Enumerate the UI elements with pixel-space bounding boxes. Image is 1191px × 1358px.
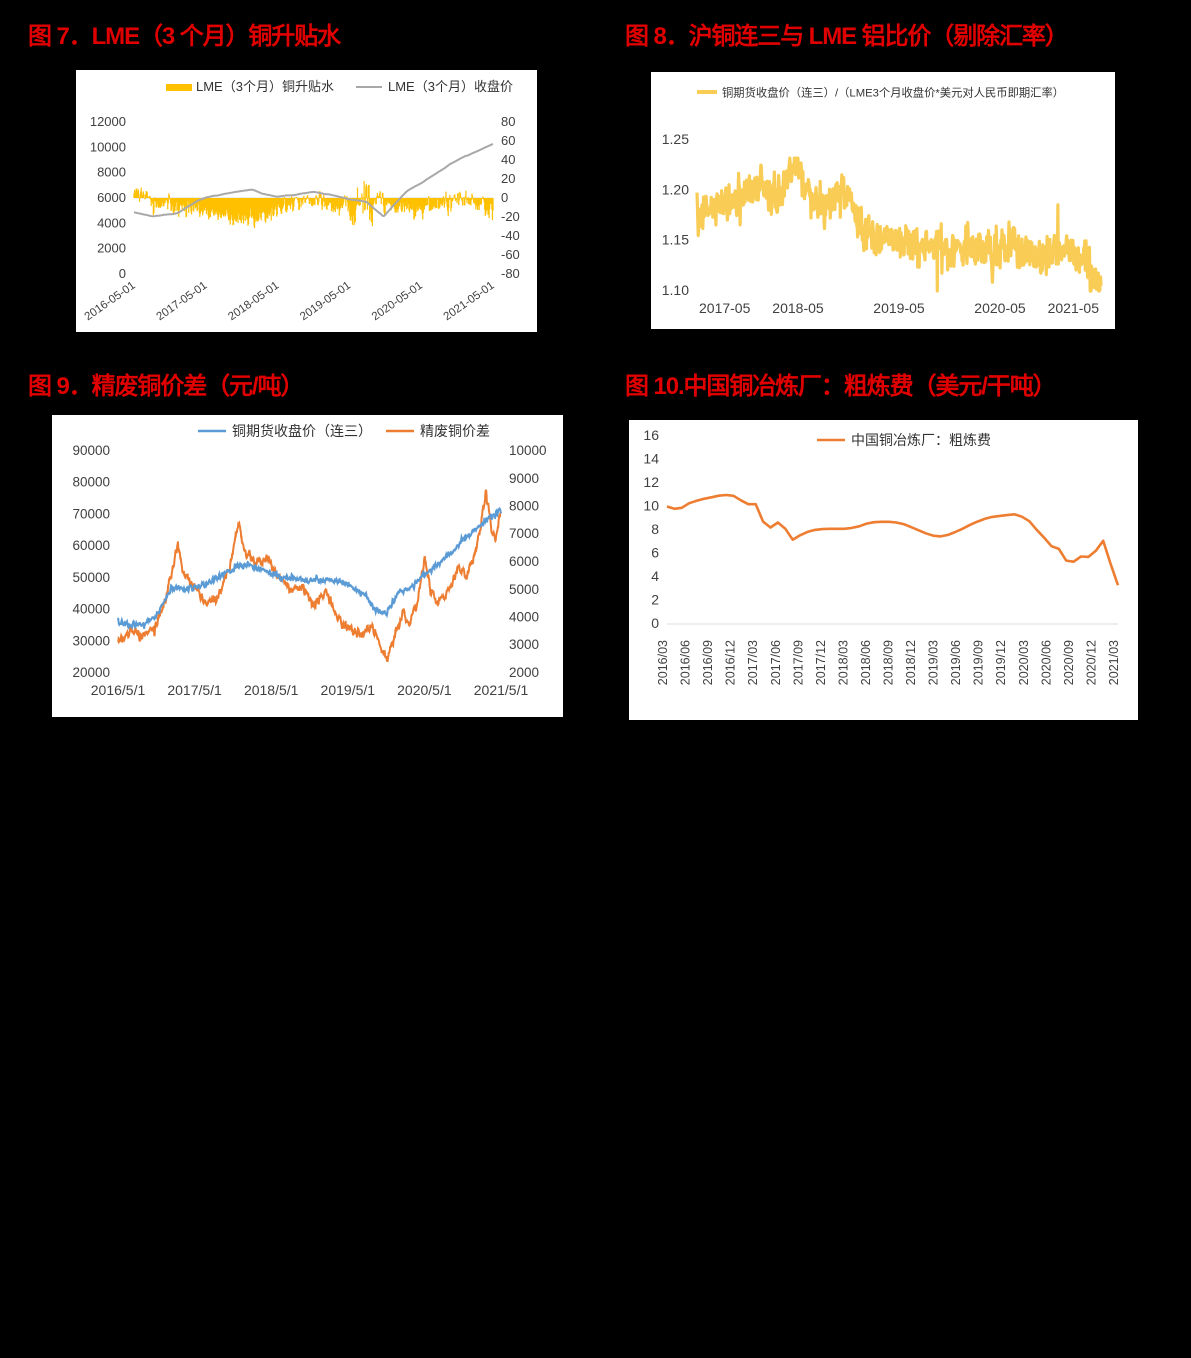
svg-text:2016/5/1: 2016/5/1 bbox=[91, 682, 146, 698]
svg-text:2020/09: 2020/09 bbox=[1062, 640, 1076, 685]
svg-text:6: 6 bbox=[651, 545, 659, 561]
svg-text:6000: 6000 bbox=[97, 190, 126, 205]
svg-text:20: 20 bbox=[501, 171, 515, 186]
svg-text:0: 0 bbox=[119, 266, 126, 281]
svg-text:2019/5/1: 2019/5/1 bbox=[321, 682, 376, 698]
svg-text:2016/06: 2016/06 bbox=[679, 640, 693, 685]
svg-text:2019/09: 2019/09 bbox=[972, 640, 986, 685]
svg-text:60: 60 bbox=[501, 133, 515, 148]
svg-text:2017-05: 2017-05 bbox=[699, 300, 751, 316]
svg-text:1.10: 1.10 bbox=[662, 282, 689, 298]
svg-text:2016/03: 2016/03 bbox=[656, 640, 670, 685]
svg-text:0: 0 bbox=[651, 615, 659, 631]
svg-text:2020-05: 2020-05 bbox=[974, 300, 1026, 316]
svg-text:8000: 8000 bbox=[509, 499, 539, 514]
svg-text:2019/03: 2019/03 bbox=[927, 640, 941, 685]
svg-text:2017-05-01: 2017-05-01 bbox=[154, 280, 209, 324]
svg-text:2020-05-01: 2020-05-01 bbox=[370, 280, 425, 324]
svg-text:12000: 12000 bbox=[90, 114, 126, 129]
svg-text:2018-05-01: 2018-05-01 bbox=[226, 280, 281, 324]
svg-text:2019/12: 2019/12 bbox=[994, 640, 1008, 685]
svg-text:2018/06: 2018/06 bbox=[859, 640, 873, 685]
svg-text:2017/09: 2017/09 bbox=[791, 640, 805, 685]
svg-text:LME（3个月）收盘价: LME（3个月）收盘价 bbox=[388, 79, 513, 94]
svg-text:16: 16 bbox=[643, 427, 659, 443]
svg-text:8: 8 bbox=[651, 521, 659, 537]
svg-text:80: 80 bbox=[501, 114, 515, 129]
svg-text:2021/5/1: 2021/5/1 bbox=[474, 682, 529, 698]
svg-text:14: 14 bbox=[643, 451, 659, 467]
svg-text:80000: 80000 bbox=[72, 475, 110, 490]
svg-text:2020/12: 2020/12 bbox=[1084, 640, 1098, 685]
svg-text:2016/09: 2016/09 bbox=[701, 640, 715, 685]
svg-text:10000: 10000 bbox=[509, 443, 547, 458]
svg-text:1.15: 1.15 bbox=[662, 232, 689, 248]
svg-text:2016/12: 2016/12 bbox=[724, 640, 738, 685]
svg-text:2021-05: 2021-05 bbox=[1048, 300, 1100, 316]
svg-text:4000: 4000 bbox=[97, 215, 126, 230]
svg-text:2017/06: 2017/06 bbox=[769, 640, 783, 685]
svg-text:10: 10 bbox=[643, 498, 659, 514]
svg-text:9000: 9000 bbox=[509, 471, 539, 486]
svg-text:12: 12 bbox=[643, 474, 659, 490]
svg-text:2018/5/1: 2018/5/1 bbox=[244, 682, 299, 698]
svg-text:2020/03: 2020/03 bbox=[1017, 640, 1031, 685]
svg-text:1.20: 1.20 bbox=[662, 181, 689, 197]
svg-text:2021-05-01: 2021-05-01 bbox=[442, 280, 497, 324]
svg-text:LME（3个月）铜升贴水: LME（3个月）铜升贴水 bbox=[196, 79, 334, 94]
svg-text:-20: -20 bbox=[501, 209, 520, 224]
svg-text:7000: 7000 bbox=[509, 526, 539, 541]
svg-text:40000: 40000 bbox=[72, 602, 110, 617]
svg-text:2000: 2000 bbox=[509, 665, 539, 680]
svg-text:40: 40 bbox=[501, 152, 515, 167]
svg-text:8000: 8000 bbox=[97, 165, 126, 180]
svg-text:2: 2 bbox=[651, 592, 659, 608]
svg-text:1.25: 1.25 bbox=[662, 131, 689, 147]
svg-text:70000: 70000 bbox=[72, 506, 110, 521]
svg-text:4000: 4000 bbox=[509, 610, 539, 625]
svg-text:2020/06: 2020/06 bbox=[1039, 640, 1053, 685]
svg-text:2017/12: 2017/12 bbox=[814, 640, 828, 685]
svg-text:2018/12: 2018/12 bbox=[904, 640, 918, 685]
svg-text:铜期货收盘价（连三）/（LME3个月收盘价*美元对人民币即期: 铜期货收盘价（连三）/（LME3个月收盘价*美元对人民币即期汇率） bbox=[722, 86, 1064, 100]
svg-text:2020/5/1: 2020/5/1 bbox=[397, 682, 452, 698]
svg-text:2019-05-01: 2019-05-01 bbox=[298, 280, 353, 324]
svg-text:-80: -80 bbox=[501, 266, 520, 281]
svg-text:20000: 20000 bbox=[72, 665, 110, 680]
svg-text:2021/03: 2021/03 bbox=[1107, 640, 1121, 685]
svg-text:50000: 50000 bbox=[72, 570, 110, 585]
svg-text:中国铜冶炼厂：粗炼费: 中国铜冶炼厂：粗炼费 bbox=[851, 432, 991, 448]
svg-text:30000: 30000 bbox=[72, 633, 110, 648]
svg-text:60000: 60000 bbox=[72, 538, 110, 553]
svg-text:2018-05: 2018-05 bbox=[772, 300, 824, 316]
svg-text:4: 4 bbox=[651, 568, 659, 584]
svg-text:2000: 2000 bbox=[97, 241, 126, 256]
svg-text:90000: 90000 bbox=[72, 443, 110, 458]
svg-text:10000: 10000 bbox=[90, 139, 126, 154]
svg-text:-60: -60 bbox=[501, 247, 520, 262]
svg-text:2018/09: 2018/09 bbox=[882, 640, 896, 685]
svg-text:3000: 3000 bbox=[509, 637, 539, 652]
svg-text:2018/03: 2018/03 bbox=[836, 640, 850, 685]
svg-text:2017/5/1: 2017/5/1 bbox=[167, 682, 222, 698]
svg-text:铜期货收盘价（连三）: 铜期货收盘价（连三） bbox=[232, 423, 372, 439]
svg-text:-40: -40 bbox=[501, 228, 520, 243]
svg-text:2019-05: 2019-05 bbox=[873, 300, 925, 316]
svg-text:6000: 6000 bbox=[509, 554, 539, 569]
svg-text:2016-05-01: 2016-05-01 bbox=[83, 280, 138, 324]
svg-text:5000: 5000 bbox=[509, 582, 539, 597]
svg-text:2017/03: 2017/03 bbox=[746, 640, 760, 685]
svg-text:2019/06: 2019/06 bbox=[949, 640, 963, 685]
svg-text:精废铜价差: 精废铜价差 bbox=[420, 423, 490, 439]
svg-text:0: 0 bbox=[501, 190, 508, 205]
